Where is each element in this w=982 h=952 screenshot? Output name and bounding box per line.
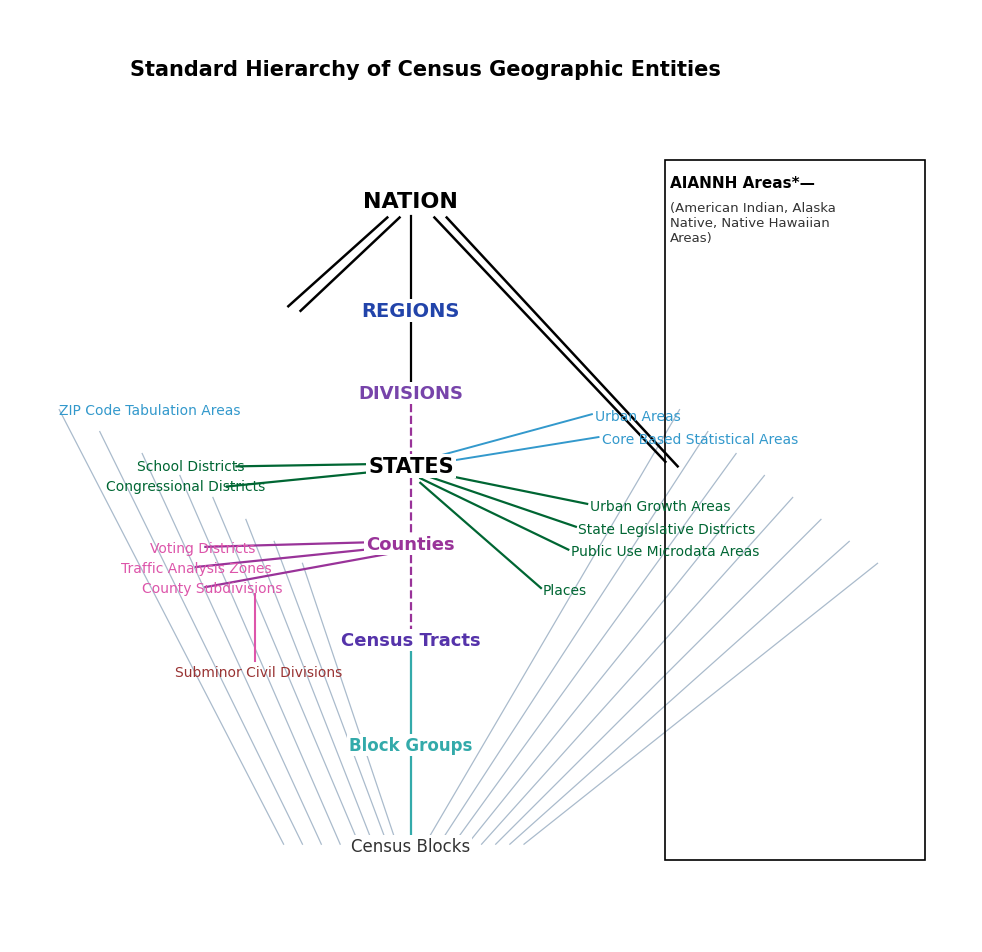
Bar [666,161,925,860]
Text: Urban Growth Areas: Urban Growth Areas [590,499,731,513]
Text: REGIONS: REGIONS [361,302,460,321]
Text: DIVISIONS: DIVISIONS [358,385,464,403]
Text: Public Use Microdata Areas: Public Use Microdata Areas [572,545,759,559]
Text: ZIP Code Tabulation Areas: ZIP Code Tabulation Areas [59,404,241,417]
Text: County Subdivisions: County Subdivisions [142,582,283,595]
Text: (American Indian, Alaska
Native, Native Hawaiian
Areas): (American Indian, Alaska Native, Native … [670,202,836,245]
Text: Voting Districts: Voting Districts [149,541,255,555]
Text: NATION: NATION [363,192,459,211]
Text: AIANNH Areas*—: AIANNH Areas*— [670,176,815,191]
Text: Traffic Analysis Zones: Traffic Analysis Zones [122,562,272,575]
Text: Block Groups: Block Groups [350,737,472,755]
Text: School Districts: School Districts [137,460,245,474]
Text: Subminor Civil Divisions: Subminor Civil Divisions [175,665,343,680]
Text: State Legislative Districts: State Legislative Districts [577,522,755,536]
Text: Core Based Statistical Areas: Core Based Statistical Areas [602,432,798,446]
Text: Census Tracts: Census Tracts [341,631,480,649]
Text: STATES: STATES [368,457,454,477]
Text: Census Blocks: Census Blocks [352,837,470,855]
Text: Standard Hierarchy of Census Geographic Entities: Standard Hierarchy of Census Geographic … [130,60,721,80]
Text: Places: Places [543,584,587,597]
Text: Congressional Districts: Congressional Districts [106,480,265,494]
Text: Counties: Counties [366,536,456,553]
Text: Urban Areas: Urban Areas [595,409,681,424]
